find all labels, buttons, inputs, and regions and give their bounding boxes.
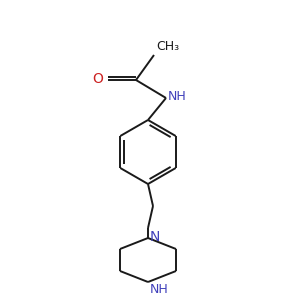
Text: NH: NH [168, 91, 187, 103]
Text: N: N [150, 230, 160, 244]
Text: O: O [92, 72, 103, 86]
Text: CH₃: CH₃ [156, 40, 179, 53]
Text: NH: NH [150, 283, 169, 296]
